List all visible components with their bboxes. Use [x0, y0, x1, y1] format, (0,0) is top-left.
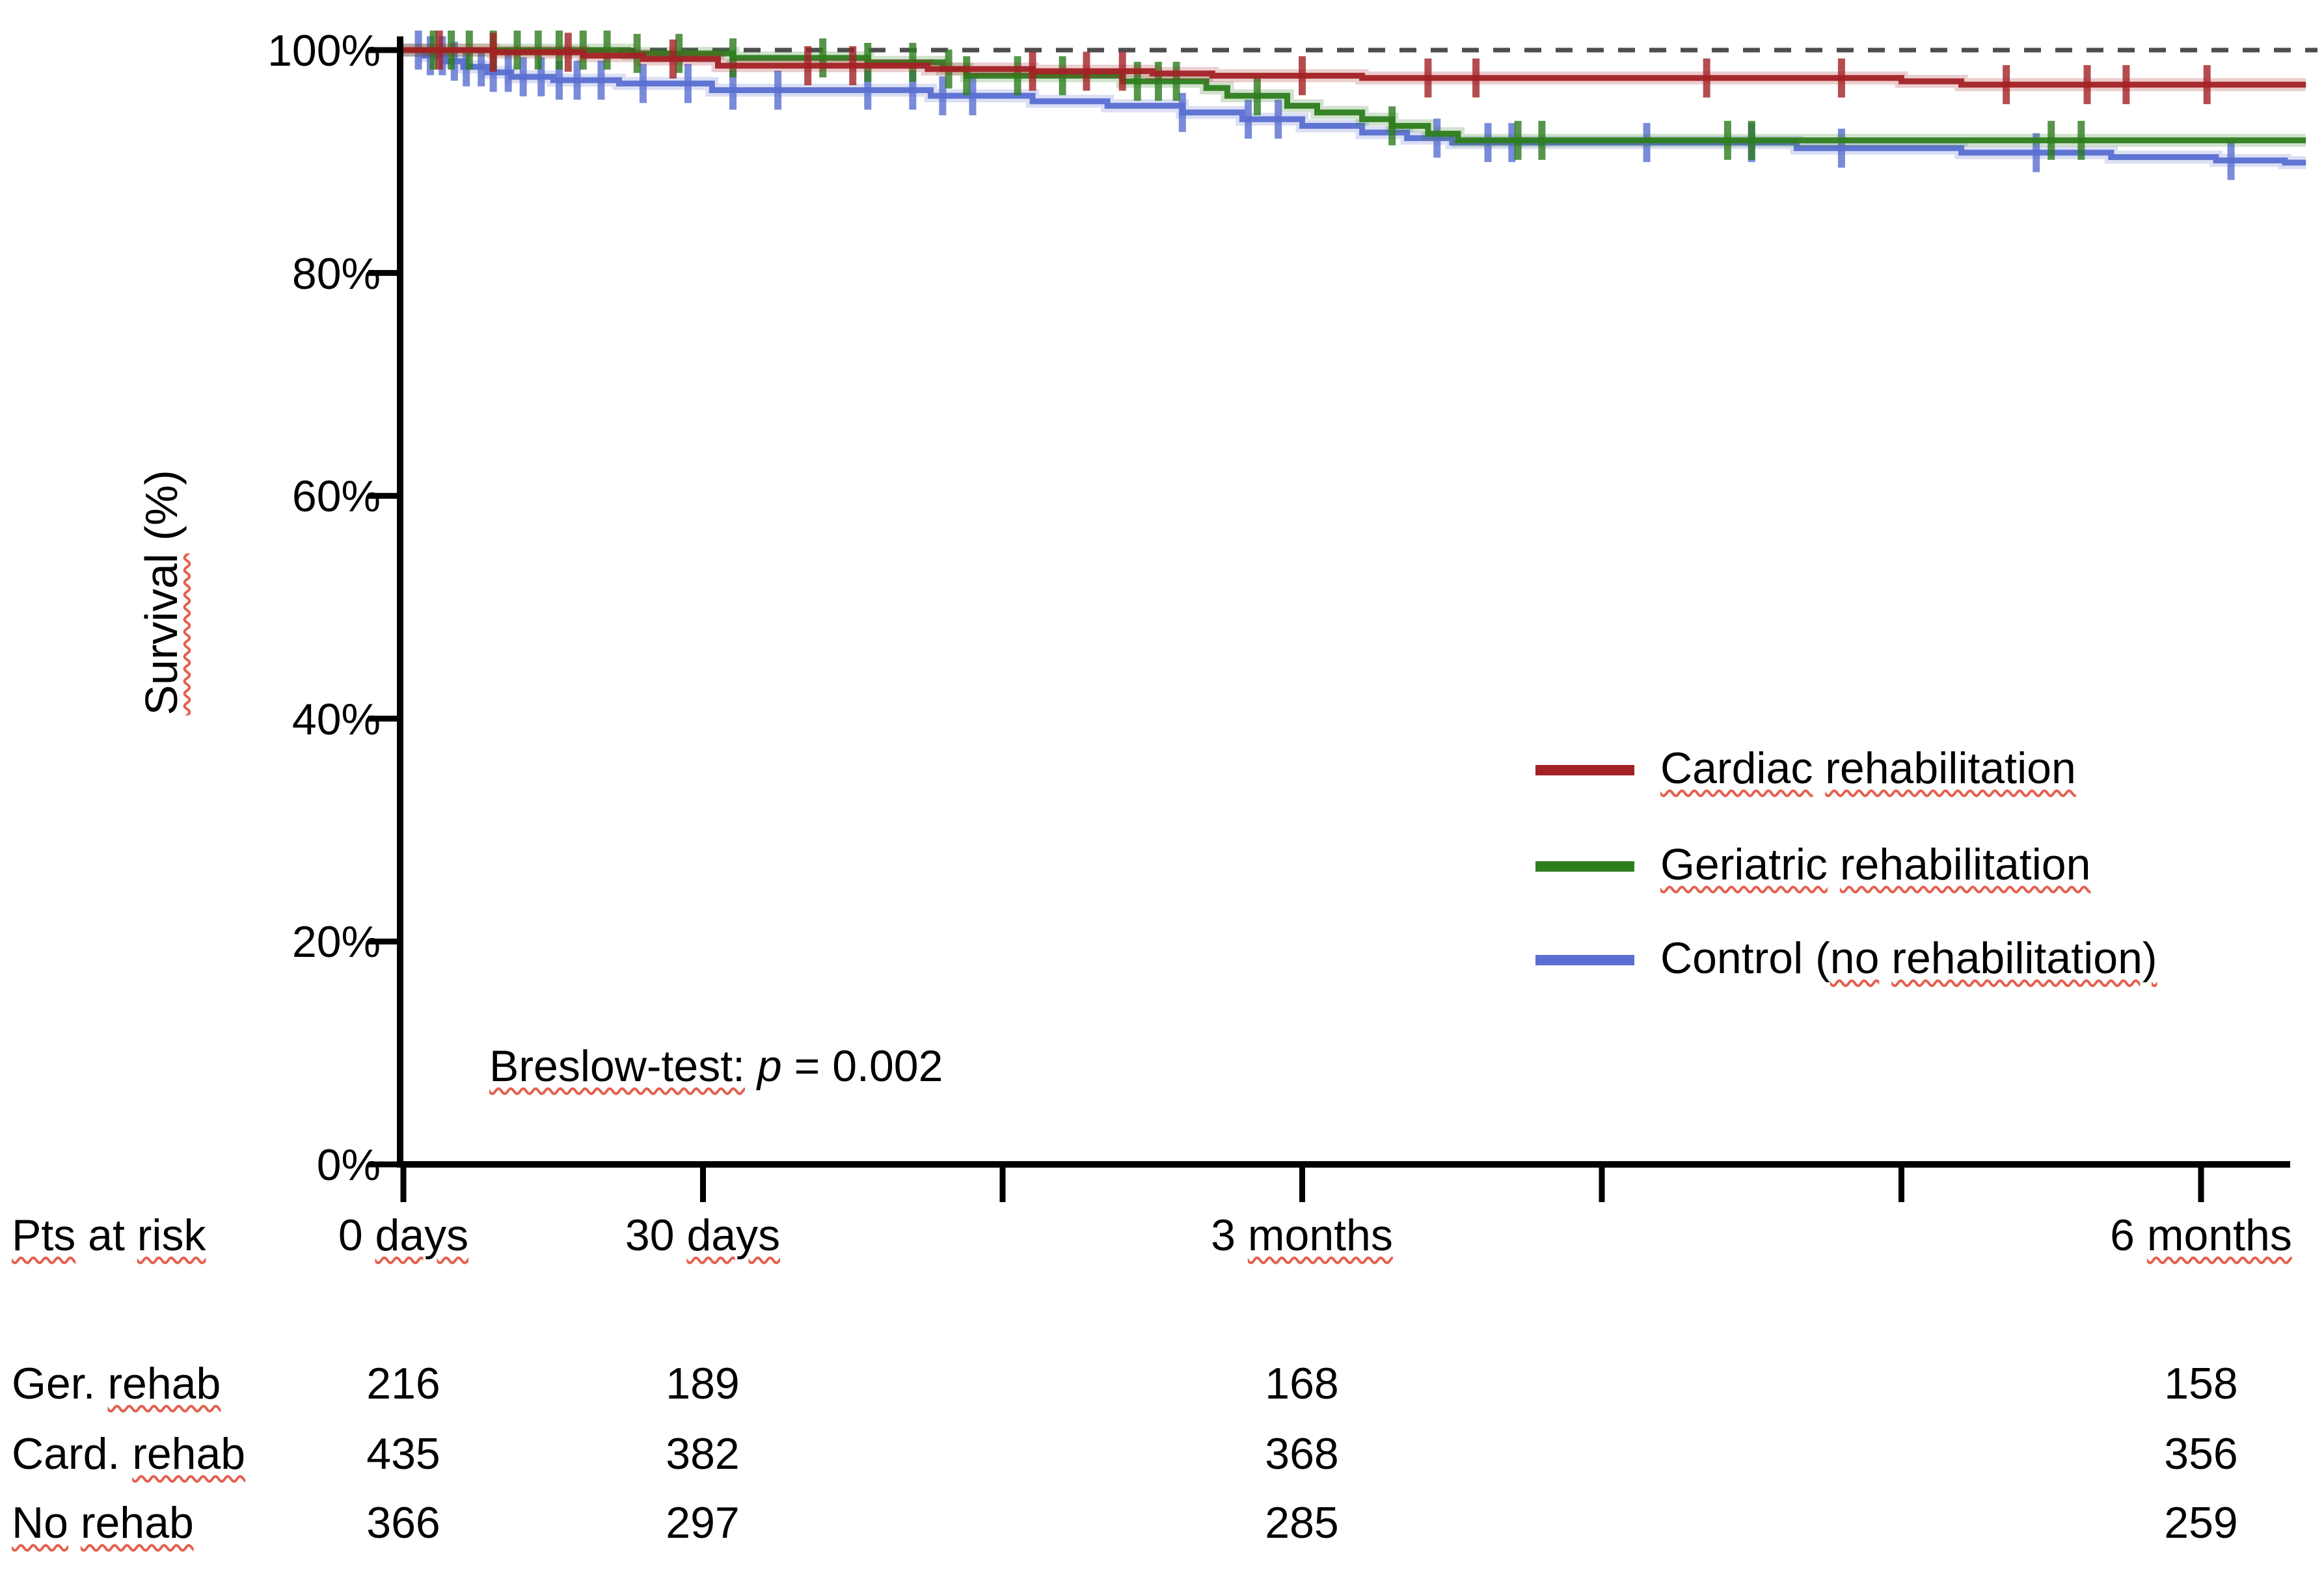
risk-value: 158 [2164, 1359, 2238, 1408]
risk-value: 382 [666, 1429, 740, 1479]
breslow-test-annotation: Breslow-test: p = 0.002 [489, 1041, 943, 1091]
risk-row-label-ger-rehab: Ger. rehab [12, 1359, 221, 1408]
risk-value: 259 [2164, 1498, 2238, 1548]
risk-value: 168 [1265, 1359, 1339, 1408]
risk-value: 435 [366, 1429, 440, 1479]
y-tick-label-80: 80% [291, 249, 381, 299]
risk-value: 366 [366, 1498, 440, 1548]
legend-label-geriatric: Geriatric rehabilitation [1660, 840, 2091, 889]
y-tick-label-20: 20% [291, 917, 381, 967]
y-tick-label-0: 0% [316, 1140, 381, 1190]
risk-row-label-no-rehab: No rehab [12, 1498, 194, 1548]
series-curve [403, 47, 2306, 144]
legend-swatch-cardiac [1535, 765, 1634, 775]
legend-swatch-control [1535, 955, 1634, 965]
pts-at-risk-header: Pts at risk [12, 1211, 206, 1260]
x-tick-label-3-months: 3 months [1211, 1211, 1393, 1260]
risk-value: 368 [1265, 1429, 1339, 1479]
legend-swatch-geriatric [1535, 861, 1634, 872]
risk-value: 216 [366, 1359, 440, 1408]
y-axis-title: Survival (%) [136, 470, 187, 716]
risk-value: 285 [1265, 1498, 1339, 1548]
risk-value: 356 [2164, 1429, 2238, 1479]
x-tick-label-6-months: 6 months [2110, 1211, 2292, 1260]
risk-row-label-card-rehab: Card. rehab [12, 1429, 246, 1479]
y-tick-label-40: 40% [291, 695, 381, 744]
series-curve [403, 47, 2306, 166]
legend-label-cardiac: Cardiac rehabilitation [1660, 744, 2076, 793]
risk-value: 189 [666, 1359, 740, 1408]
x-tick-label-30-days: 30 days [625, 1211, 781, 1260]
y-tick-label-60: 60% [291, 472, 381, 521]
risk-value: 297 [666, 1498, 740, 1548]
y-tick-label-100: 100% [267, 26, 381, 75]
x-tick-label-0-days: 0 days [338, 1211, 469, 1260]
legend-label-control: Control (no rehabilitation) [1660, 933, 2157, 983]
